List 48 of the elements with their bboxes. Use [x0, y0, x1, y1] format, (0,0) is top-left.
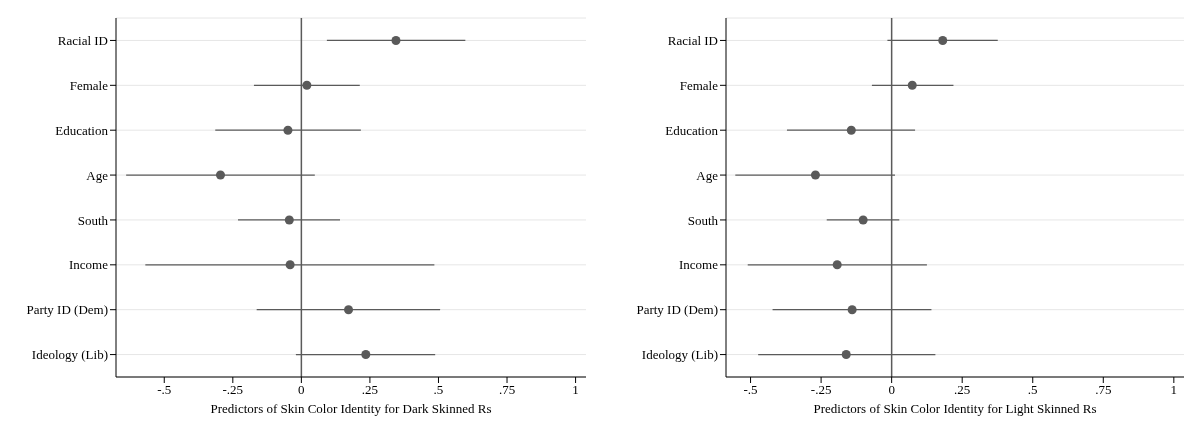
point — [215, 170, 225, 180]
y-tick-label: Income — [69, 257, 109, 273]
x-tick-label: .75 — [498, 382, 516, 398]
y-tick-label: Ideology (Lib) — [641, 347, 718, 363]
y-tick-label: Education — [665, 122, 719, 138]
point — [810, 170, 820, 180]
point — [938, 35, 948, 45]
x-tick-label: .25 — [954, 382, 971, 398]
x-tick-label: -.5 — [743, 382, 758, 398]
x-tick-label: 1 — [572, 382, 579, 398]
point — [907, 80, 917, 90]
point — [841, 350, 851, 360]
y-tick-label: South — [687, 212, 719, 228]
point — [344, 305, 354, 315]
x-axis-title: Predictors of Skin Color Identity for Light Skinned Rs — [813, 401, 1097, 416]
point — [302, 80, 312, 90]
x-tick-label: .25 — [361, 382, 379, 398]
y-tick-label: Female — [679, 77, 719, 93]
y-tick-label: Female — [69, 77, 109, 93]
x-tick-label: -.25 — [222, 382, 244, 398]
x-tick-label: -.25 — [810, 382, 832, 398]
y-tick-label: Age — [696, 167, 719, 183]
x-tick-label: -.5 — [157, 382, 172, 398]
y-tick-label: Income — [679, 257, 719, 273]
y-tick-label: Age — [86, 167, 109, 183]
x-tick-label: 0 — [888, 382, 895, 398]
y-tick-label: Education — [55, 122, 109, 138]
x-tick-label: .75 — [1095, 382, 1112, 398]
point — [361, 350, 371, 360]
point — [285, 260, 295, 270]
point — [284, 215, 294, 225]
y-tick-label: Party ID (Dem) — [26, 302, 108, 318]
x-tick-label: .5 — [433, 382, 444, 398]
y-tick-label: Ideology (Lib) — [31, 347, 108, 363]
x-axis-title: Predictors of Skin Color Identity for Dark Skinned Rs — [210, 401, 492, 416]
point — [391, 35, 401, 45]
y-tick-label: Racial ID — [57, 33, 108, 49]
point — [283, 125, 293, 135]
y-tick-label: South — [77, 212, 109, 228]
point — [846, 125, 856, 135]
point — [858, 215, 868, 225]
x-tick-label: .5 — [1027, 382, 1038, 398]
point — [832, 260, 842, 270]
y-tick-label: Racial ID — [667, 33, 718, 49]
point — [847, 305, 857, 315]
x-tick-label: 0 — [298, 382, 305, 398]
x-tick-label: 1 — [1170, 382, 1178, 398]
y-tick-label: Party ID (Dem) — [636, 302, 718, 318]
